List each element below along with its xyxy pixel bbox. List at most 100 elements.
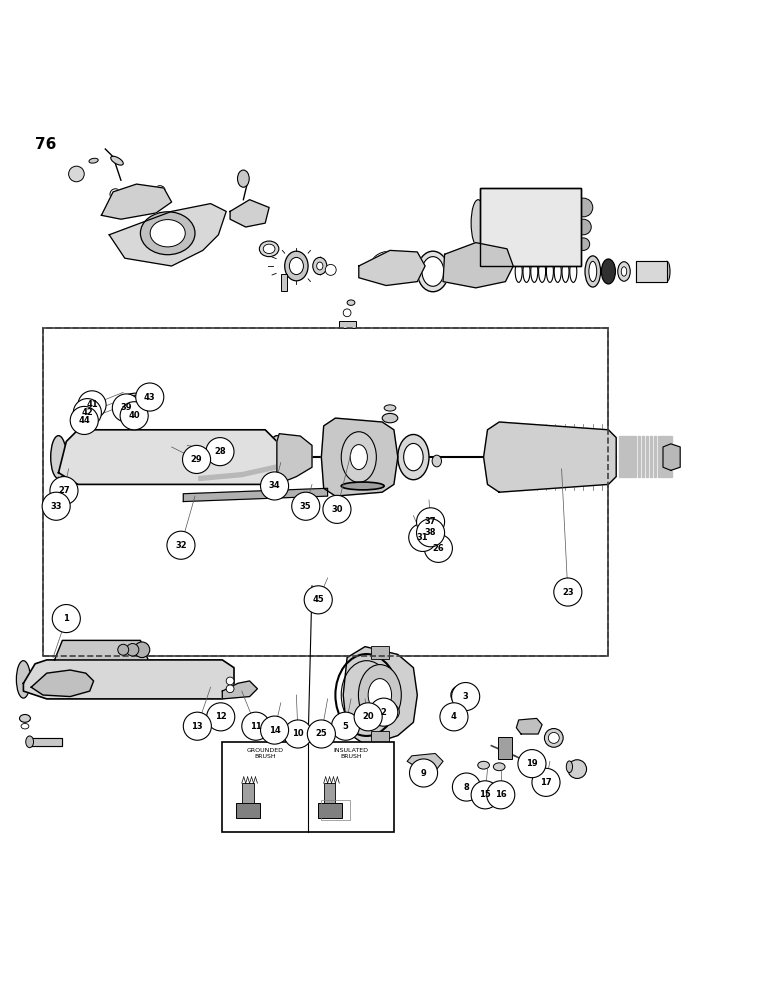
Circle shape <box>410 759 438 787</box>
Polygon shape <box>484 422 616 492</box>
Circle shape <box>354 703 382 731</box>
Circle shape <box>424 534 452 562</box>
Text: 14: 14 <box>268 726 281 735</box>
Polygon shape <box>407 754 443 769</box>
Ellipse shape <box>16 661 30 698</box>
Circle shape <box>548 732 559 743</box>
Bar <box>324 783 335 803</box>
Polygon shape <box>359 250 425 286</box>
Ellipse shape <box>398 434 429 480</box>
Text: 8: 8 <box>463 783 470 792</box>
Polygon shape <box>31 670 94 697</box>
Ellipse shape <box>460 778 476 787</box>
Bar <box>242 783 254 803</box>
Polygon shape <box>443 243 513 288</box>
Ellipse shape <box>342 482 385 490</box>
Polygon shape <box>23 660 234 699</box>
Ellipse shape <box>342 432 377 482</box>
Text: 44: 44 <box>78 416 90 425</box>
Text: 17: 17 <box>541 778 551 787</box>
Circle shape <box>544 729 563 747</box>
Ellipse shape <box>289 257 303 275</box>
Polygon shape <box>654 436 656 477</box>
Circle shape <box>183 445 211 473</box>
Ellipse shape <box>313 257 327 275</box>
Text: 27: 27 <box>58 486 69 495</box>
Polygon shape <box>55 640 148 660</box>
Circle shape <box>226 677 234 685</box>
Ellipse shape <box>259 241 278 257</box>
Circle shape <box>554 578 582 606</box>
Bar <box>480 188 581 266</box>
Bar <box>370 731 389 744</box>
Ellipse shape <box>382 413 398 423</box>
Polygon shape <box>663 444 680 470</box>
Text: 31: 31 <box>417 533 428 542</box>
Text: 20: 20 <box>363 712 374 721</box>
Circle shape <box>576 219 591 235</box>
Bar <box>43 328 608 656</box>
Circle shape <box>332 712 360 740</box>
Ellipse shape <box>126 409 147 417</box>
Text: 28: 28 <box>215 447 225 456</box>
Ellipse shape <box>422 257 444 286</box>
Circle shape <box>325 264 336 275</box>
Text: 9: 9 <box>420 768 427 778</box>
Ellipse shape <box>384 405 396 411</box>
Polygon shape <box>642 436 644 477</box>
Ellipse shape <box>347 300 355 305</box>
Ellipse shape <box>471 200 485 247</box>
Ellipse shape <box>621 267 627 276</box>
Circle shape <box>226 685 234 693</box>
Circle shape <box>323 495 351 523</box>
Polygon shape <box>277 434 312 484</box>
Polygon shape <box>665 436 668 477</box>
Ellipse shape <box>130 395 143 402</box>
Ellipse shape <box>618 262 630 281</box>
Circle shape <box>183 712 211 740</box>
Text: 16: 16 <box>495 790 507 799</box>
Ellipse shape <box>285 251 308 281</box>
Text: 30: 30 <box>332 505 342 514</box>
Text: INSULATED
BRUSH: INSULATED BRUSH <box>334 748 368 759</box>
Text: 34: 34 <box>269 481 280 490</box>
Ellipse shape <box>417 251 448 292</box>
Ellipse shape <box>126 415 147 423</box>
Circle shape <box>261 716 289 744</box>
Text: 37: 37 <box>425 517 436 526</box>
Polygon shape <box>636 261 667 282</box>
Circle shape <box>251 207 264 219</box>
Text: 40: 40 <box>129 411 140 420</box>
Circle shape <box>78 391 106 419</box>
Circle shape <box>471 781 499 809</box>
Polygon shape <box>669 436 672 477</box>
Polygon shape <box>661 436 664 477</box>
Ellipse shape <box>566 761 573 773</box>
Circle shape <box>343 309 351 317</box>
Ellipse shape <box>317 262 323 270</box>
Circle shape <box>134 642 150 658</box>
Polygon shape <box>230 200 269 227</box>
Polygon shape <box>634 436 636 477</box>
Bar <box>321 800 350 820</box>
Bar <box>43 328 608 656</box>
Text: 33: 33 <box>51 502 62 511</box>
Circle shape <box>52 605 80 633</box>
Circle shape <box>206 438 234 466</box>
Ellipse shape <box>350 445 367 470</box>
Circle shape <box>483 254 492 263</box>
Text: 35: 35 <box>300 502 311 511</box>
Circle shape <box>136 383 164 411</box>
Ellipse shape <box>589 261 597 282</box>
Bar <box>339 321 356 328</box>
Text: 26: 26 <box>432 544 445 553</box>
Ellipse shape <box>20 714 30 722</box>
Circle shape <box>292 492 320 520</box>
Circle shape <box>207 703 235 731</box>
Ellipse shape <box>359 665 401 725</box>
Ellipse shape <box>368 679 392 711</box>
Text: 19: 19 <box>526 759 537 768</box>
Ellipse shape <box>446 712 459 717</box>
Polygon shape <box>516 718 542 734</box>
Circle shape <box>304 586 332 614</box>
